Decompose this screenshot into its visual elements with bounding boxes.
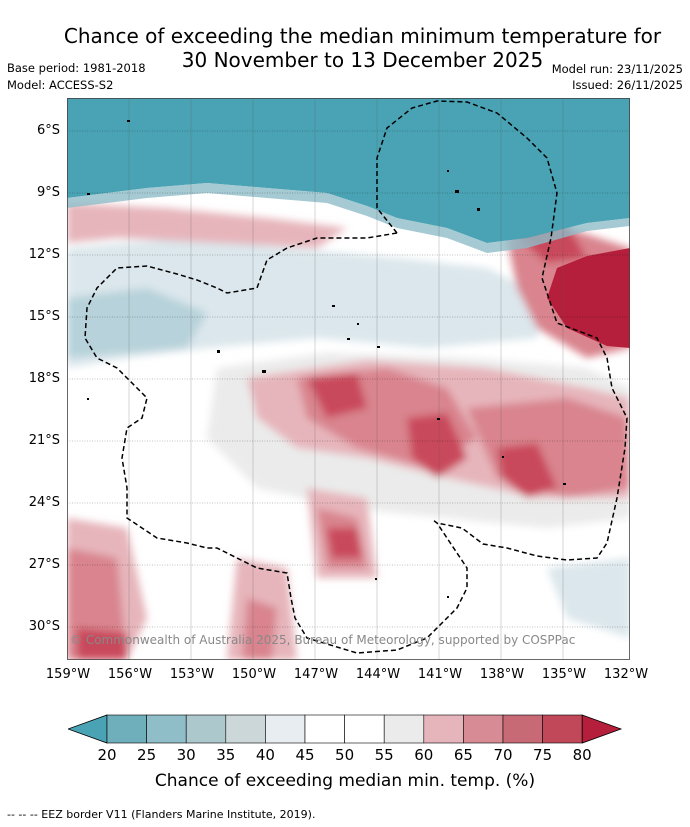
colorbar-segment-70-75	[502, 714, 543, 744]
copyright-notice: © Commonwealth of Australia 2025, Bureau…	[70, 633, 576, 647]
eez-border-west	[84, 232, 468, 654]
colorbar-title: Chance of exceeding median min. temp. (%…	[154, 771, 536, 791]
colorbar-tick-20: 20	[97, 746, 117, 764]
colorbar-segment-60-65	[423, 714, 464, 744]
above-80-block-east	[547, 248, 630, 348]
lat-label-27s: 27°S	[28, 557, 60, 572]
colorbar-tick-35: 35	[216, 746, 236, 764]
lat-label-30s: 30°S	[28, 619, 60, 634]
colorbar-tick-70: 70	[493, 746, 513, 764]
lon-label-144w: 144°W	[355, 667, 401, 682]
colorbar-high-arrow	[581, 714, 623, 744]
lat-label-9s: 9°S	[36, 185, 60, 200]
colorbar-tick-80: 80	[572, 746, 592, 764]
colorbar-segment-25-30	[146, 714, 187, 744]
lon-label-141w: 141°W	[417, 667, 463, 682]
colorbar-segment-65-70	[463, 714, 504, 744]
title-line-2: 30 November to 13 December 2025	[181, 48, 544, 72]
red-region-b	[497, 443, 557, 498]
lat-label-24s: 24°S	[28, 495, 60, 510]
lon-label-138w: 138°W	[479, 667, 525, 682]
colorbar-tick-60: 60	[414, 746, 434, 764]
lon-label-135w: 135°W	[541, 667, 587, 682]
red-patch-southcentral	[327, 528, 362, 558]
model-name: Model: ACCESS-S2	[7, 78, 114, 92]
probability-map: © Commonwealth of Australia 2025, Bureau…	[67, 98, 630, 660]
colorbar-low-arrow	[68, 714, 108, 744]
red-region-c	[307, 373, 367, 418]
colorbar-segment-20-25	[106, 714, 147, 744]
islands	[87, 120, 566, 598]
eez-border-east	[376, 100, 628, 561]
red-patch-southwest	[77, 628, 127, 660]
colorbar-tick-25: 25	[137, 746, 157, 764]
mid-red-patch-south	[242, 598, 277, 660]
lat-label-6s: 6°S	[36, 123, 60, 138]
lat-label-12s: 12°S	[28, 247, 60, 262]
lon-label-147w: 147°W	[293, 667, 339, 682]
lon-label-132w: 132°W	[603, 667, 649, 682]
lon-label-159w: 159°W	[45, 667, 91, 682]
colorbar-tick-55: 55	[374, 746, 394, 764]
colorbar-segment-30-35	[185, 714, 227, 744]
colorbar-tick-75: 75	[533, 746, 553, 764]
colorbar-segment-75-80	[542, 714, 583, 744]
colorbar-tick-30: 30	[176, 746, 196, 764]
colorbar-tick-40: 40	[255, 746, 275, 764]
meridians	[128, 98, 564, 660]
colorbar-tick-65: 65	[453, 746, 473, 764]
model-run: Model run: 23/11/2025	[551, 62, 683, 76]
light-blue-patch-south	[547, 558, 630, 638]
lat-label-18s: 18°S	[28, 371, 60, 386]
light-red-patch-northwest	[67, 203, 347, 248]
colorbar	[68, 714, 623, 744]
colorbar-segment-40-45	[265, 714, 306, 744]
colorbar-segment-45-50	[304, 714, 345, 744]
colorbar-segment-50-55	[344, 714, 385, 744]
colorbar-segment-55-60	[383, 714, 425, 744]
lon-label-156w: 156°W	[107, 667, 153, 682]
lon-label-153w: 153°W	[169, 667, 215, 682]
colorbar-tick-45: 45	[295, 746, 315, 764]
eez-borders	[84, 100, 628, 654]
issued-date: Issued: 26/11/2025	[572, 78, 683, 92]
lon-label-150w: 150°W	[231, 667, 277, 682]
below-20-region	[67, 98, 630, 243]
title-line-1: Chance of exceeding the median minimum t…	[63, 24, 662, 48]
mid-blue-patch-west	[67, 288, 207, 358]
colorbar-tick-50: 50	[335, 746, 355, 764]
eez-legend-note: -- -- -- EEZ border V11 (Flanders Marine…	[7, 808, 316, 821]
lat-label-15s: 15°S	[28, 309, 60, 324]
red-region-a	[407, 413, 467, 478]
base-period: Base period: 1981-2018	[7, 61, 146, 75]
lat-label-21s: 21°S	[28, 433, 60, 448]
colorbar-segment-35-40	[225, 714, 266, 744]
